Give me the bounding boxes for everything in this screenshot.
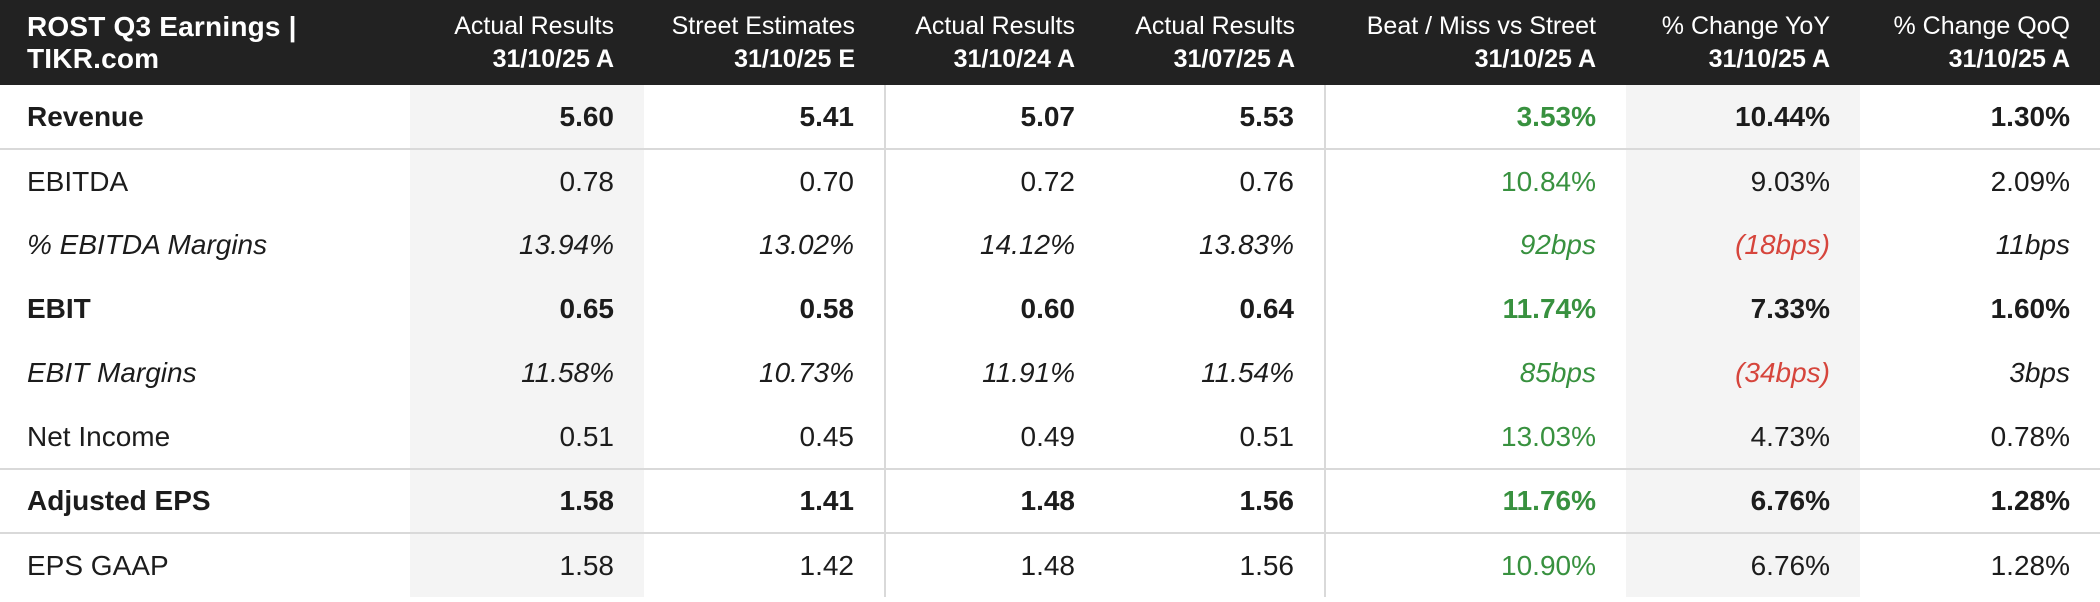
cell-street-estimate: 1.41 (644, 469, 886, 534)
row-label: EBIT Margins (0, 341, 410, 405)
cell-change-qoq: 3bps (1860, 341, 2100, 405)
cell-change-yoy: 7.33% (1626, 277, 1860, 341)
cell-actual-prior-year: 14.12% (885, 213, 1105, 277)
row-label: Adjusted EPS (0, 469, 410, 534)
cell-actual-prior-quarter: 1.56 (1105, 533, 1326, 597)
table-row-eps-gaap: EPS GAAP 1.58 1.42 1.48 1.56 10.90% 6.76… (0, 533, 2100, 597)
cell-actual-current: 1.58 (410, 533, 644, 597)
cell-change-qoq: 2.09% (1860, 149, 2100, 213)
table-row-ebit-margins: EBIT Margins 11.58% 10.73% 11.91% 11.54%… (0, 341, 2100, 405)
cell-change-qoq: 1.28% (1860, 469, 2100, 534)
cell-beat-miss: 92bps (1325, 213, 1626, 277)
column-label: Actual Results (454, 12, 614, 40)
cell-actual-prior-quarter: 0.76 (1105, 149, 1326, 213)
column-header-actual-prior-quarter: Actual Results 31/07/25 A (1105, 0, 1325, 85)
cell-street-estimate: 10.73% (644, 341, 886, 405)
column-label: Street Estimates (671, 12, 855, 40)
cell-change-yoy: (18bps) (1626, 213, 1860, 277)
cell-actual-current: 13.94% (410, 213, 644, 277)
cell-change-qoq: 11bps (1860, 213, 2100, 277)
cell-street-estimate: 5.41 (644, 85, 886, 150)
cell-change-qoq: 1.30% (1860, 85, 2100, 150)
table-body: Revenue 5.60 5.41 5.07 5.53 3.53% 10.44%… (0, 85, 2100, 597)
column-date: 31/10/25 A (1948, 44, 2070, 73)
cell-street-estimate: 0.45 (644, 405, 886, 470)
column-label: Beat / Miss vs Street (1366, 12, 1596, 40)
cell-change-yoy: 9.03% (1626, 149, 1860, 213)
column-date: 31/07/25 A (1173, 44, 1295, 73)
table-row-net-income: Net Income 0.51 0.45 0.49 0.51 13.03% 4.… (0, 405, 2100, 470)
column-label: Actual Results (915, 12, 1075, 40)
cell-change-qoq: 1.28% (1860, 533, 2100, 597)
column-label: % Change QoQ (1893, 12, 2071, 40)
cell-actual-current: 1.58 (410, 469, 644, 534)
column-date: 31/10/25 E (734, 44, 855, 73)
cell-actual-current: 0.78 (410, 149, 644, 213)
cell-street-estimate: 0.70 (644, 149, 886, 213)
cell-change-yoy: 6.76% (1626, 533, 1860, 597)
cell-actual-prior-year: 5.07 (885, 85, 1105, 150)
column-header-street-estimates: Street Estimates 31/10/25 E (644, 0, 885, 85)
column-date: 31/10/25 A (1474, 44, 1596, 73)
table-row-ebitda: EBITDA 0.78 0.70 0.72 0.76 10.84% 9.03% … (0, 149, 2100, 213)
cell-beat-miss: 10.84% (1325, 149, 1626, 213)
cell-actual-prior-year: 0.60 (885, 277, 1105, 341)
cell-actual-prior-quarter: 0.51 (1105, 405, 1326, 470)
cell-actual-current: 0.65 (410, 277, 644, 341)
table-row-ebit: EBIT 0.65 0.58 0.60 0.64 11.74% 7.33% 1.… (0, 277, 2100, 341)
cell-actual-prior-year: 0.72 (885, 149, 1105, 213)
cell-street-estimate: 13.02% (644, 213, 886, 277)
cell-change-yoy: 4.73% (1626, 405, 1860, 470)
column-header-change-qoq: % Change QoQ 31/10/25 A (1860, 0, 2100, 85)
table-title: ROST Q3 Earnings | TIKR.com (0, 0, 410, 85)
row-label: Revenue (0, 85, 410, 150)
column-header-actual-current: Actual Results 31/10/25 A (410, 0, 644, 85)
cell-beat-miss: 13.03% (1325, 405, 1626, 470)
row-label: EPS GAAP (0, 533, 410, 597)
cell-actual-prior-year: 1.48 (885, 533, 1105, 597)
column-date: 31/10/24 A (953, 44, 1075, 73)
row-label: EBIT (0, 277, 410, 341)
row-label: Net Income (0, 405, 410, 470)
cell-change-yoy: 10.44% (1626, 85, 1860, 150)
cell-street-estimate: 1.42 (644, 533, 886, 597)
cell-actual-prior-quarter: 13.83% (1105, 213, 1326, 277)
cell-change-yoy: (34bps) (1626, 341, 1860, 405)
cell-beat-miss: 11.76% (1325, 469, 1626, 534)
cell-beat-miss: 11.74% (1325, 277, 1626, 341)
table-row-adjusted-eps: Adjusted EPS 1.58 1.41 1.48 1.56 11.76% … (0, 469, 2100, 534)
cell-street-estimate: 0.58 (644, 277, 886, 341)
cell-actual-prior-quarter: 0.64 (1105, 277, 1326, 341)
cell-change-qoq: 1.60% (1860, 277, 2100, 341)
column-label: Actual Results (1135, 12, 1295, 40)
cell-actual-prior-year: 0.49 (885, 405, 1105, 470)
cell-change-yoy: 6.76% (1626, 469, 1860, 534)
header-row: ROST Q3 Earnings | TIKR.com Actual Resul… (0, 0, 2100, 85)
table-header: ROST Q3 Earnings | TIKR.com Actual Resul… (0, 0, 2100, 85)
cell-actual-prior-quarter: 11.54% (1105, 341, 1326, 405)
cell-actual-prior-quarter: 1.56 (1105, 469, 1326, 534)
cell-beat-miss: 10.90% (1325, 533, 1626, 597)
cell-beat-miss: 85bps (1325, 341, 1626, 405)
cell-actual-current: 11.58% (410, 341, 644, 405)
cell-actual-current: 0.51 (410, 405, 644, 470)
column-date: 31/10/25 A (1708, 44, 1830, 73)
cell-actual-prior-year: 1.48 (885, 469, 1105, 534)
table-row-revenue: Revenue 5.60 5.41 5.07 5.53 3.53% 10.44%… (0, 85, 2100, 150)
table-row-ebitda-margins: % EBITDA Margins 13.94% 13.02% 14.12% 13… (0, 213, 2100, 277)
cell-actual-prior-quarter: 5.53 (1105, 85, 1326, 150)
row-label: EBITDA (0, 149, 410, 213)
column-header-beat-miss: Beat / Miss vs Street 31/10/25 A (1325, 0, 1626, 85)
column-header-actual-prior-year: Actual Results 31/10/24 A (885, 0, 1105, 85)
cell-beat-miss: 3.53% (1325, 85, 1626, 150)
column-label: % Change YoY (1661, 12, 1830, 40)
row-label: % EBITDA Margins (0, 213, 410, 277)
column-header-change-yoy: % Change YoY 31/10/25 A (1626, 0, 1860, 85)
column-date: 31/10/25 A (492, 44, 614, 73)
cell-change-qoq: 0.78% (1860, 405, 2100, 470)
cell-actual-current: 5.60 (410, 85, 644, 150)
cell-actual-prior-year: 11.91% (885, 341, 1105, 405)
